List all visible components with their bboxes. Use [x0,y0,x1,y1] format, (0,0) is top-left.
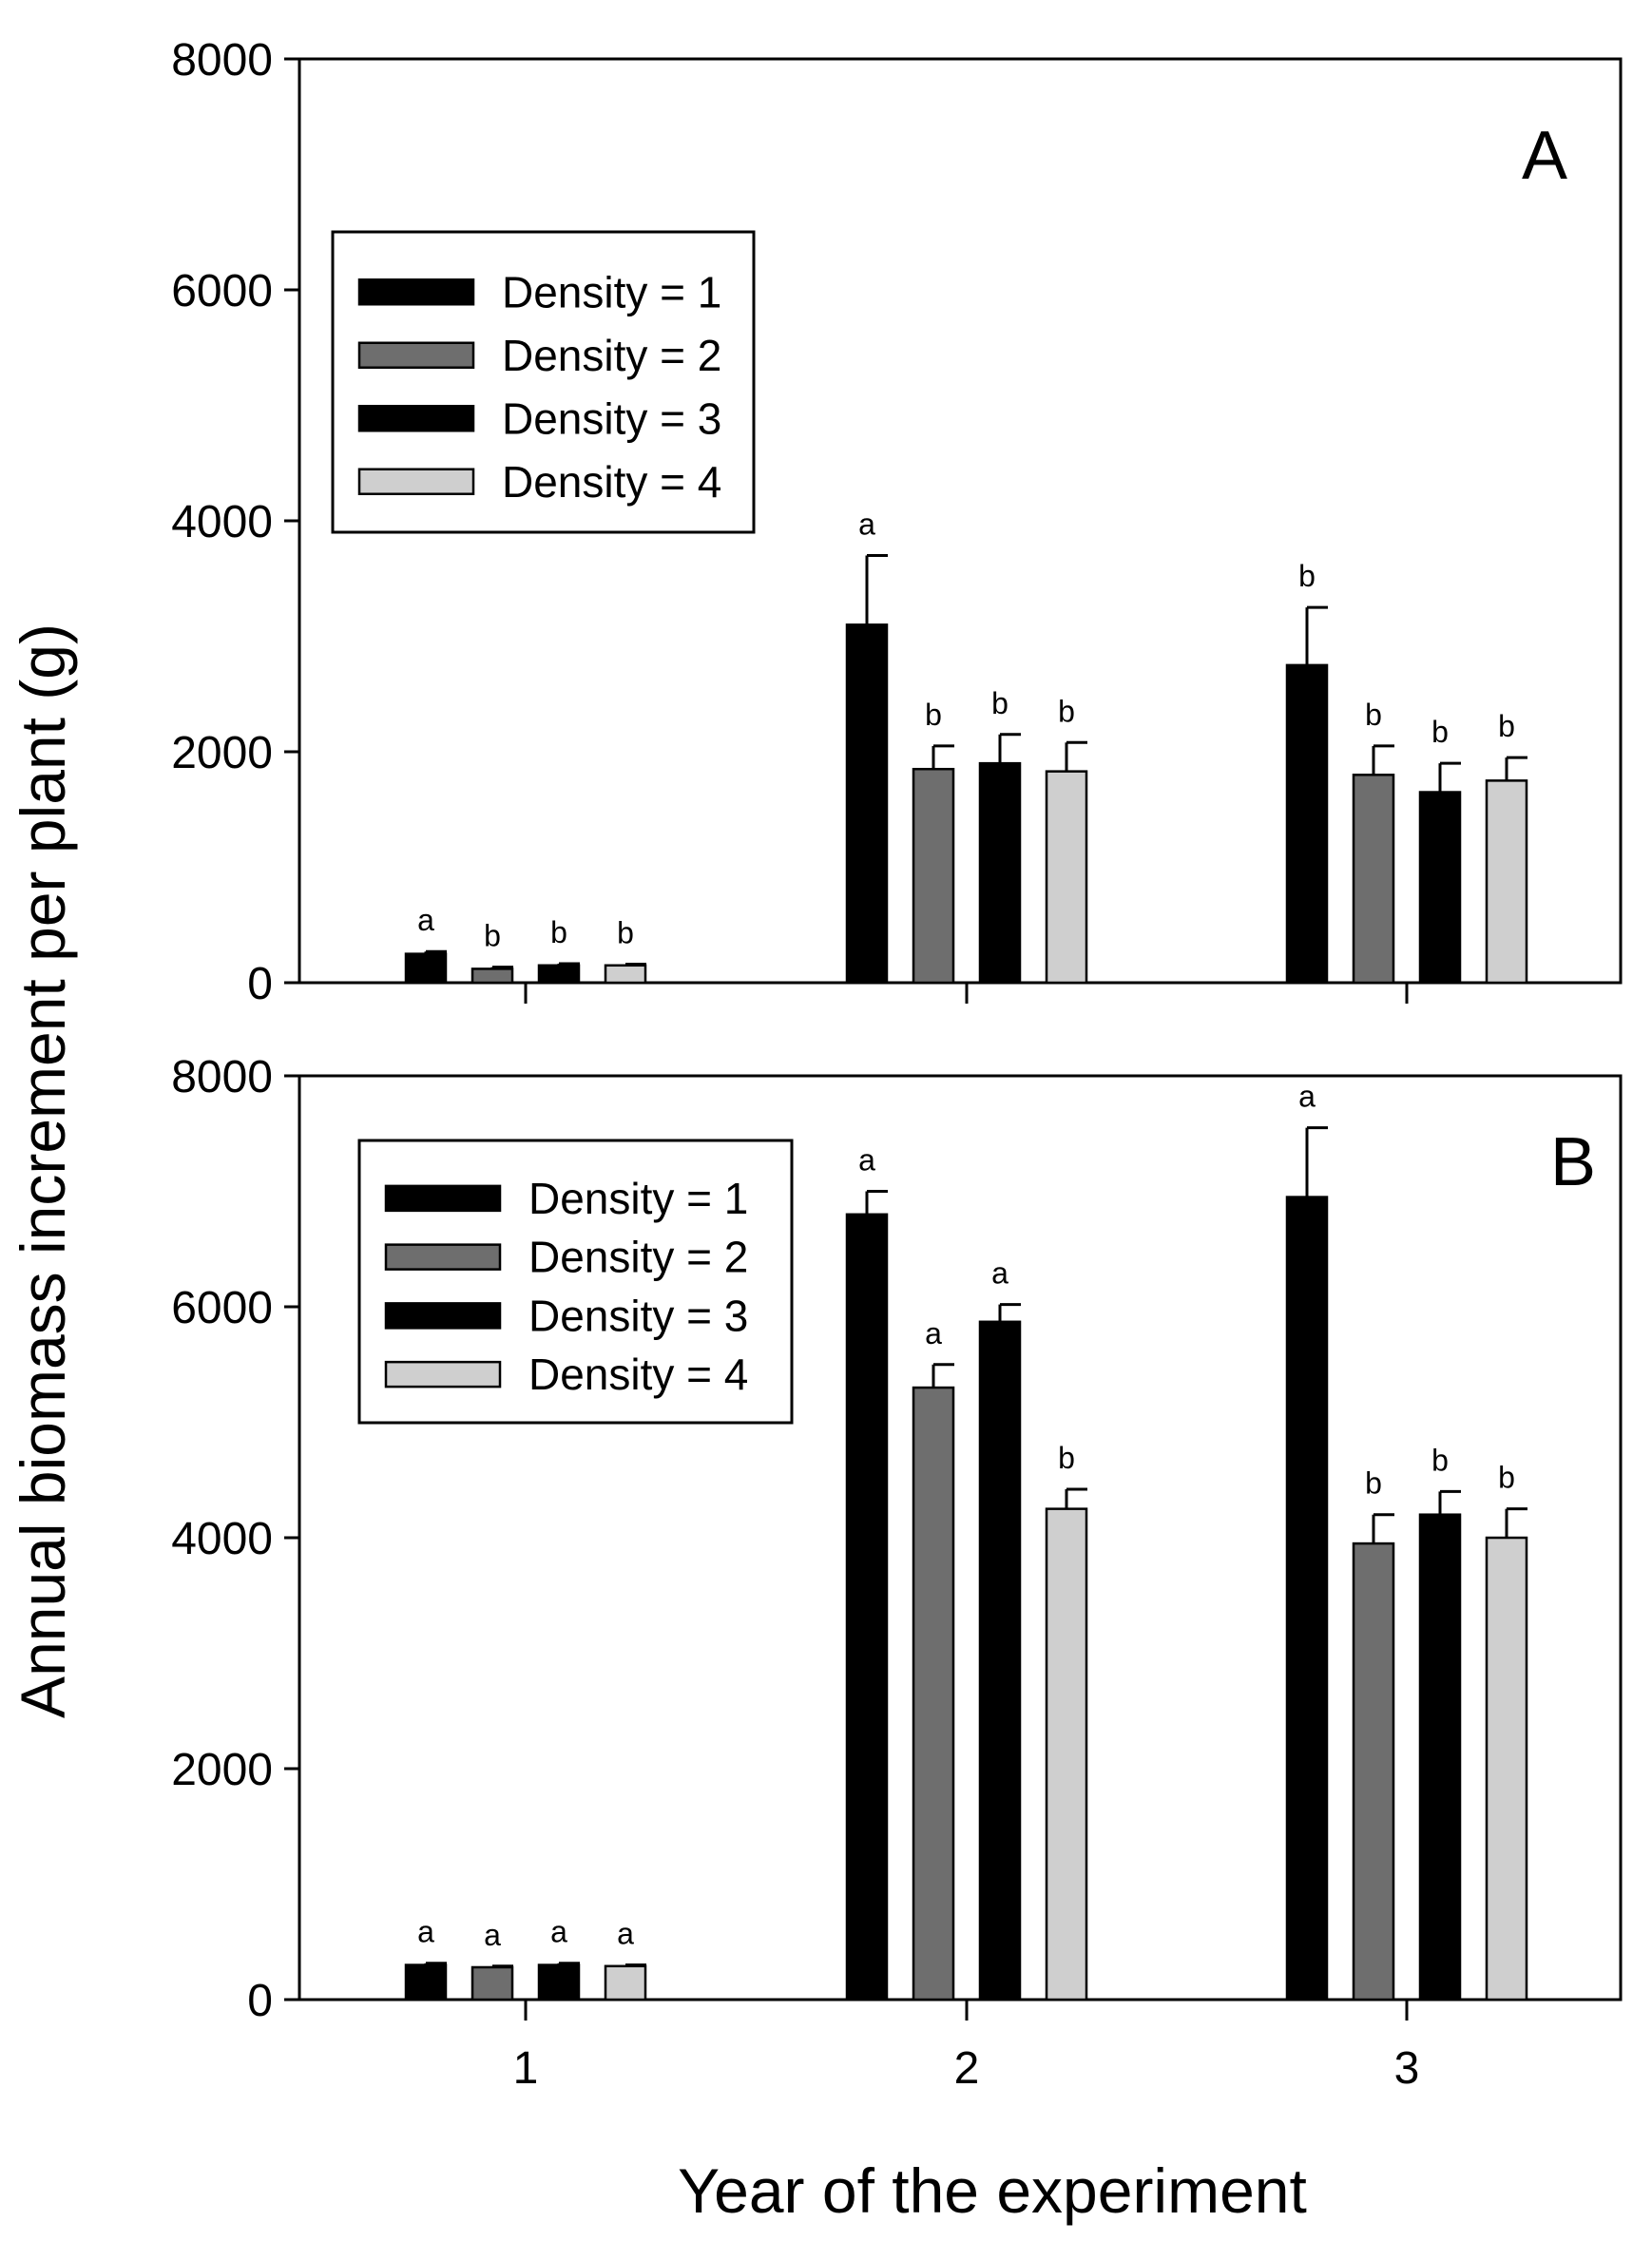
significance-letter: a [617,1917,634,1951]
bar-density-3-year-1 [537,1963,581,2002]
bar-density-2-year-1 [471,1965,514,2002]
bar-density-4-year-2 [1045,1507,1088,2002]
bar-density-1-year-1 [404,952,448,985]
legend-swatch [384,1243,502,1271]
legend-label: Density = 4 [528,1350,748,1399]
significance-letter: b [1058,1441,1075,1475]
y-tick-label: 0 [247,959,273,1009]
significance-letter: b [1498,1461,1515,1495]
significance-letter: a [991,1256,1008,1291]
panel-a: 0 2000 4000 6000 8000 a a b b b b b b b b b b A Density = … [171,35,1623,1009]
y-tick-label: 6000 [171,266,273,316]
bar-density-4-year-1 [604,1964,647,2002]
legend-label: Density = 1 [528,1174,748,1223]
legend-swatch [384,1302,502,1330]
significance-letter: b [1298,559,1316,593]
significance-letter: b [1058,694,1075,728]
y-tick-label: 6000 [171,1283,273,1333]
legend-label: Density = 3 [528,1291,748,1340]
legend-swatch [357,341,475,369]
bar-density-2-year-2 [912,1386,955,2002]
significance-letter: b [925,698,942,732]
bar-density-3-year-2 [978,761,1022,985]
bar-density-2-year-1 [471,967,514,985]
bar-density-3-year-3 [1418,791,1462,985]
bar-density-1-year-3 [1285,663,1329,985]
legend-label: Density = 2 [502,331,721,380]
bar-density-1-year-1 [404,1963,448,2002]
significance-letter: b [1365,1466,1382,1501]
x-tick-label: 2 [954,2043,980,2094]
legend-swatch [357,405,475,432]
significance-letter: a [550,1915,567,1949]
significance-letter: b [1498,709,1515,743]
bar-density-1-year-2 [845,623,889,985]
legend-label: Density = 2 [528,1233,748,1282]
x-tick-label: 3 [1394,2043,1420,2094]
significance-letter: a [925,1316,942,1350]
significance-letter: a [417,903,434,937]
x-tick-label: 1 [513,2043,539,2094]
legend-label: Density = 4 [502,457,721,507]
legend-swatch [357,468,475,495]
legend-swatch [357,278,475,306]
bar-density-2-year-2 [912,767,955,985]
legend-label: Density = 3 [502,393,721,443]
bar-density-3-year-3 [1418,1513,1462,2002]
legend-swatch [384,1360,502,1389]
x-axis-title: Year of the experiment [678,2155,1307,2226]
significance-letter: b [484,919,501,953]
y-tick-label: 8000 [171,1052,273,1102]
panel-letter: B [1550,1124,1596,1200]
bar-density-4-year-3 [1485,779,1528,985]
significance-letter: a [858,507,875,541]
bar-density-2-year-3 [1352,774,1395,985]
bar-density-3-year-2 [978,1320,1022,2002]
significance-letter: b [1365,698,1382,732]
y-tick-label: 0 [247,1976,273,2026]
bar-density-2-year-3 [1352,1542,1395,2002]
y-tick-label: 4000 [171,497,273,547]
significance-letter: a [858,1143,875,1178]
legend: Density = 1 Density = 2 Density = 3 Density… [331,230,756,534]
significance-letter: a [1298,1080,1316,1114]
panel-b: 0 2000 4000 6000 8000 1 2 3 a a a a a b a a b a b b B Density… [171,1052,1623,2094]
bar-density-4-year-2 [1045,770,1088,985]
significance-letter: a [417,1915,434,1949]
bar-density-4-year-1 [604,964,647,985]
significance-letter: b [991,686,1008,720]
panel-letter: A [1522,118,1567,194]
bar-density-1-year-2 [845,1213,889,2002]
y-tick-label: 8000 [171,35,273,86]
y-tick-label: 2000 [171,1745,273,1795]
legend-label: Density = 1 [502,267,721,316]
y-tick-label: 4000 [171,1514,273,1564]
significance-letter: b [1431,1443,1449,1477]
significance-letter: b [617,916,634,950]
y-axis-title: Annual biomass increment per plant (g) [8,623,78,1718]
significance-letter: a [484,1918,501,1952]
y-tick-label: 2000 [171,728,273,778]
legend: Density = 1 Density = 2 Density = 3 Density… [357,1139,794,1425]
significance-letter: b [550,915,567,949]
bar-density-4-year-3 [1485,1536,1528,2002]
legend-swatch [384,1184,502,1213]
significance-letter: b [1431,715,1449,749]
bar-density-3-year-1 [537,964,581,985]
bar-density-1-year-3 [1285,1196,1329,2002]
